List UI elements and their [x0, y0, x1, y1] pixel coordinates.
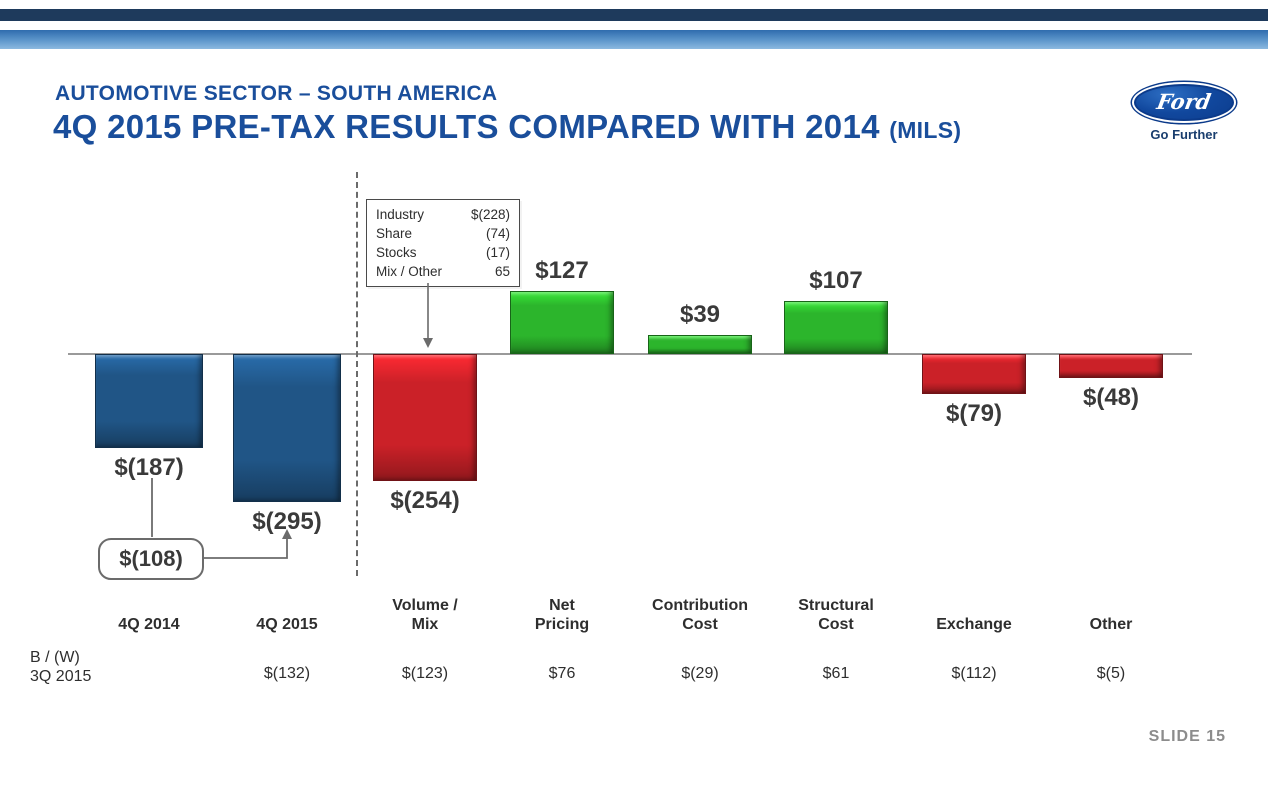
memo-box: Industry $(228) Share (74) Stocks (17) Mix / O… [366, 199, 520, 287]
category-label-other: Other [1089, 616, 1133, 633]
delta-callout-label: $(108) [119, 546, 183, 571]
bottom-value-structural-cost: $61 [822, 665, 850, 682]
bar-contribution-cost [648, 334, 752, 354]
top-accent-bar-dark [0, 9, 1268, 21]
delta-callout-box: $(108) [98, 538, 204, 580]
memo-label: Industry [376, 207, 425, 222]
category-label-contribution-cost: Contribution Cost [652, 597, 748, 633]
category-label-4q-2015: 4Q 2015 [256, 616, 318, 633]
category-label-structural-cost: Structural Cost [798, 597, 874, 633]
slide-kicker: AUTOMOTIVE SECTOR – SOUTH AMERICA [55, 82, 498, 105]
bar-4q-2014 [95, 354, 203, 448]
bottom-value-volume-mix: $(123) [401, 665, 449, 682]
bottom-value-exchange: $(112) [951, 665, 997, 682]
memo-label: Stocks [376, 245, 417, 260]
memo-value: 65 [494, 264, 510, 279]
memo-value: $(228) [470, 207, 510, 222]
bar-structural-cost [784, 300, 888, 354]
bw-row-label-line2: 3Q 2015 [30, 668, 92, 685]
bar-label-4q-2014: $(187) [114, 453, 184, 481]
bottom-value-net-pricing: $76 [548, 665, 576, 682]
category-label-4q-2014: 4Q 2014 [118, 616, 180, 633]
bar-label-other: $(48) [1082, 384, 1140, 411]
ford-tagline: Go Further [1150, 127, 1218, 142]
bw-row-label-line1: B / (W) [30, 649, 80, 666]
bar-label-exchange: $(79) [945, 399, 1003, 427]
bar-label-4q-2015: $(295) [252, 507, 322, 535]
memo-row-share: Share (74) [376, 224, 510, 243]
memo-label: Mix / Other [376, 264, 443, 279]
bar-4q-2015 [233, 354, 341, 502]
ford-logo: Ford Go Further [1128, 82, 1240, 142]
memo-rows: Industry $(228) Share (74) Stocks (17) Mix / O… [376, 205, 510, 281]
slide-title: 4Q 2015 PRE-TAX RESULTS COMPARED WITH 20… [53, 108, 961, 146]
bar-label-structural-cost: $107 [809, 266, 863, 294]
category-label-exchange: Exchange [936, 616, 1012, 633]
category-label-volume-mix: Volume / Mix [392, 597, 458, 633]
bar-net-pricing [510, 290, 614, 354]
bottom-value-4q-2015: $(132) [263, 665, 311, 682]
bottom-value-contribution-cost: $(29) [681, 665, 719, 682]
memo-row-industry: Industry $(228) [376, 205, 510, 224]
memo-value: (74) [485, 226, 510, 241]
dashed-separator-line [356, 172, 358, 576]
slide-number: SLIDE 15 [1148, 728, 1226, 745]
bar-label-net-pricing: $127 [535, 256, 589, 284]
bar-label-volume-mix: $(254) [390, 487, 460, 514]
memo-row-stocks: Stocks (17) [376, 243, 510, 262]
top-accent-bar-gradient [0, 30, 1268, 49]
bw-row-label: B / (W) 3Q 2015 [30, 648, 91, 686]
bar-volume-mix [373, 354, 477, 481]
memo-row-mix-other: Mix / Other 65 [376, 262, 510, 281]
bottom-value-other: $(5) [1096, 665, 1126, 682]
memo-value: (17) [485, 245, 510, 260]
ford-oval-icon: Ford [1132, 82, 1236, 123]
slide-title-suffix: (MILS) [889, 117, 962, 143]
bar-other [1059, 354, 1163, 378]
bar-exchange [922, 354, 1026, 394]
slide-title-text: 4Q 2015 PRE-TAX RESULTS COMPARED WITH 20… [53, 108, 880, 145]
memo-label: Share [376, 226, 413, 241]
zero-axis-line [68, 353, 1192, 355]
bar-label-contribution-cost: $39 [679, 300, 721, 328]
category-label-net-pricing: Net Pricing [534, 597, 590, 633]
